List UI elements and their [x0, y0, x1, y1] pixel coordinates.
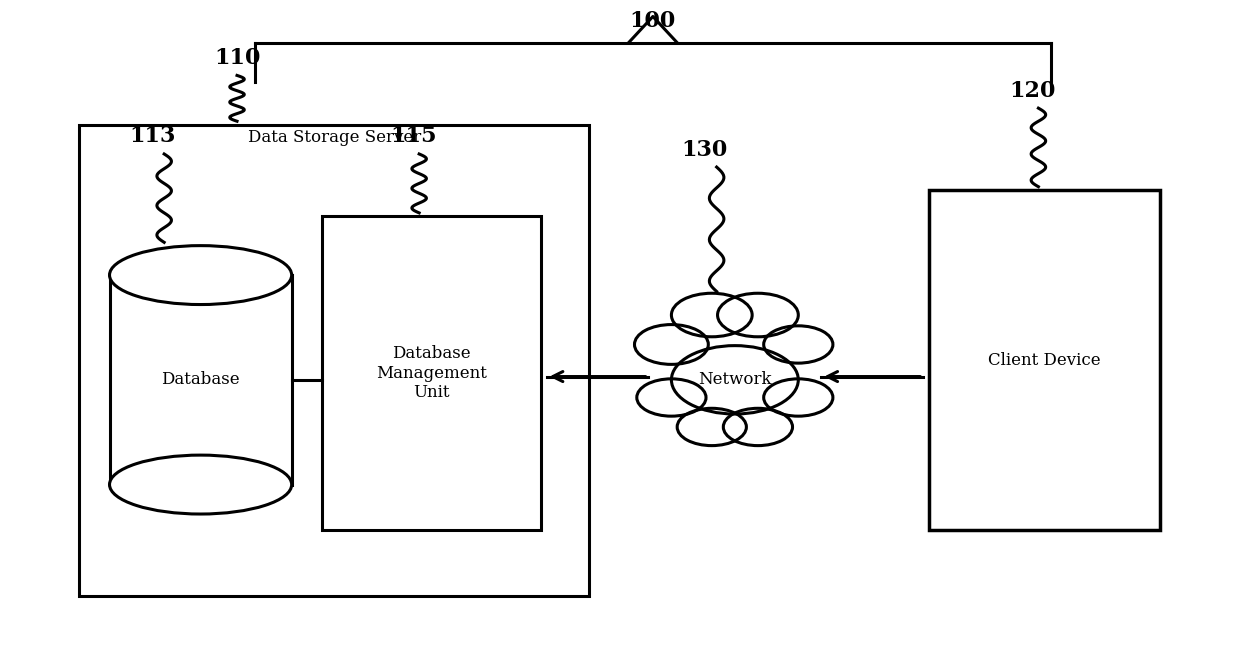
Text: 100: 100 — [629, 10, 676, 32]
Circle shape — [637, 379, 706, 416]
Text: 113: 113 — [129, 126, 175, 148]
Ellipse shape — [109, 246, 291, 305]
Text: 110: 110 — [214, 47, 260, 69]
Bar — [322, 216, 540, 530]
Circle shape — [678, 408, 746, 446]
Text: 115: 115 — [390, 126, 436, 148]
Text: Data Storage Server: Data Storage Server — [248, 129, 421, 146]
Bar — [929, 190, 1160, 530]
Bar — [109, 275, 291, 484]
Ellipse shape — [109, 455, 291, 514]
Circle shape — [717, 293, 798, 337]
Circle shape — [763, 379, 833, 416]
Text: Client Device: Client Device — [989, 351, 1100, 369]
Text: Database: Database — [161, 371, 240, 388]
Text: Network: Network — [698, 371, 772, 388]
Text: Database
Management
Unit: Database Management Unit — [375, 345, 487, 401]
Circle shape — [763, 326, 833, 363]
Text: 120: 120 — [1009, 79, 1056, 102]
Bar — [79, 124, 589, 596]
Circle shape — [672, 345, 798, 414]
Circle shape — [634, 325, 709, 364]
Text: 130: 130 — [681, 138, 727, 160]
Circle shape — [724, 408, 793, 446]
Circle shape — [672, 293, 752, 337]
